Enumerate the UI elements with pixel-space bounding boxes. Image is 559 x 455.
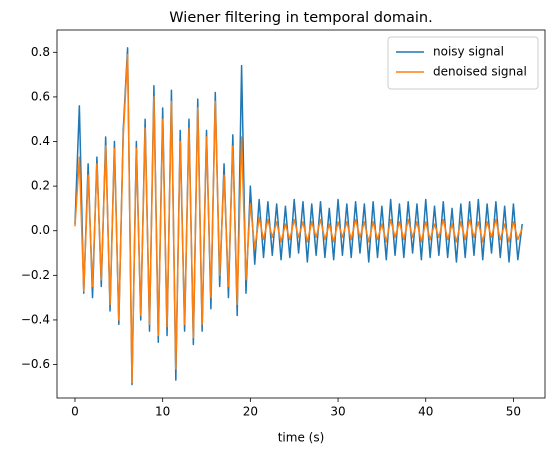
- x-tick-label: 20: [243, 405, 258, 419]
- x-tick-label: 30: [330, 405, 345, 419]
- line-series: [74, 47, 523, 386]
- y-tick-label: 0.2: [31, 179, 50, 193]
- y-tick-label: 0.4: [31, 134, 50, 148]
- legend-label: noisy signal: [433, 45, 504, 59]
- plot-frame: [56, 29, 546, 399]
- y-tick-label: −0.2: [21, 268, 50, 282]
- y-tick-label: 0.0: [31, 223, 50, 237]
- chart-title: Wiener filtering in temporal domain.: [169, 10, 432, 26]
- y-tick-label: 0.8: [31, 45, 50, 59]
- y-tick-label: 0.6: [31, 89, 50, 103]
- x-tick-label: 40: [418, 405, 433, 419]
- x-axis-label: time (s): [278, 431, 325, 445]
- legend-box: [387, 36, 539, 90]
- x-tick-label: 50: [506, 405, 521, 419]
- y-tick-label: −0.4: [21, 312, 50, 326]
- line-series: [74, 53, 523, 384]
- x-tick-label: 10: [155, 405, 170, 419]
- y-tick-label: −0.6: [21, 357, 50, 371]
- legend-label: denoised signal: [433, 65, 527, 79]
- x-tick-label: 0: [71, 405, 79, 419]
